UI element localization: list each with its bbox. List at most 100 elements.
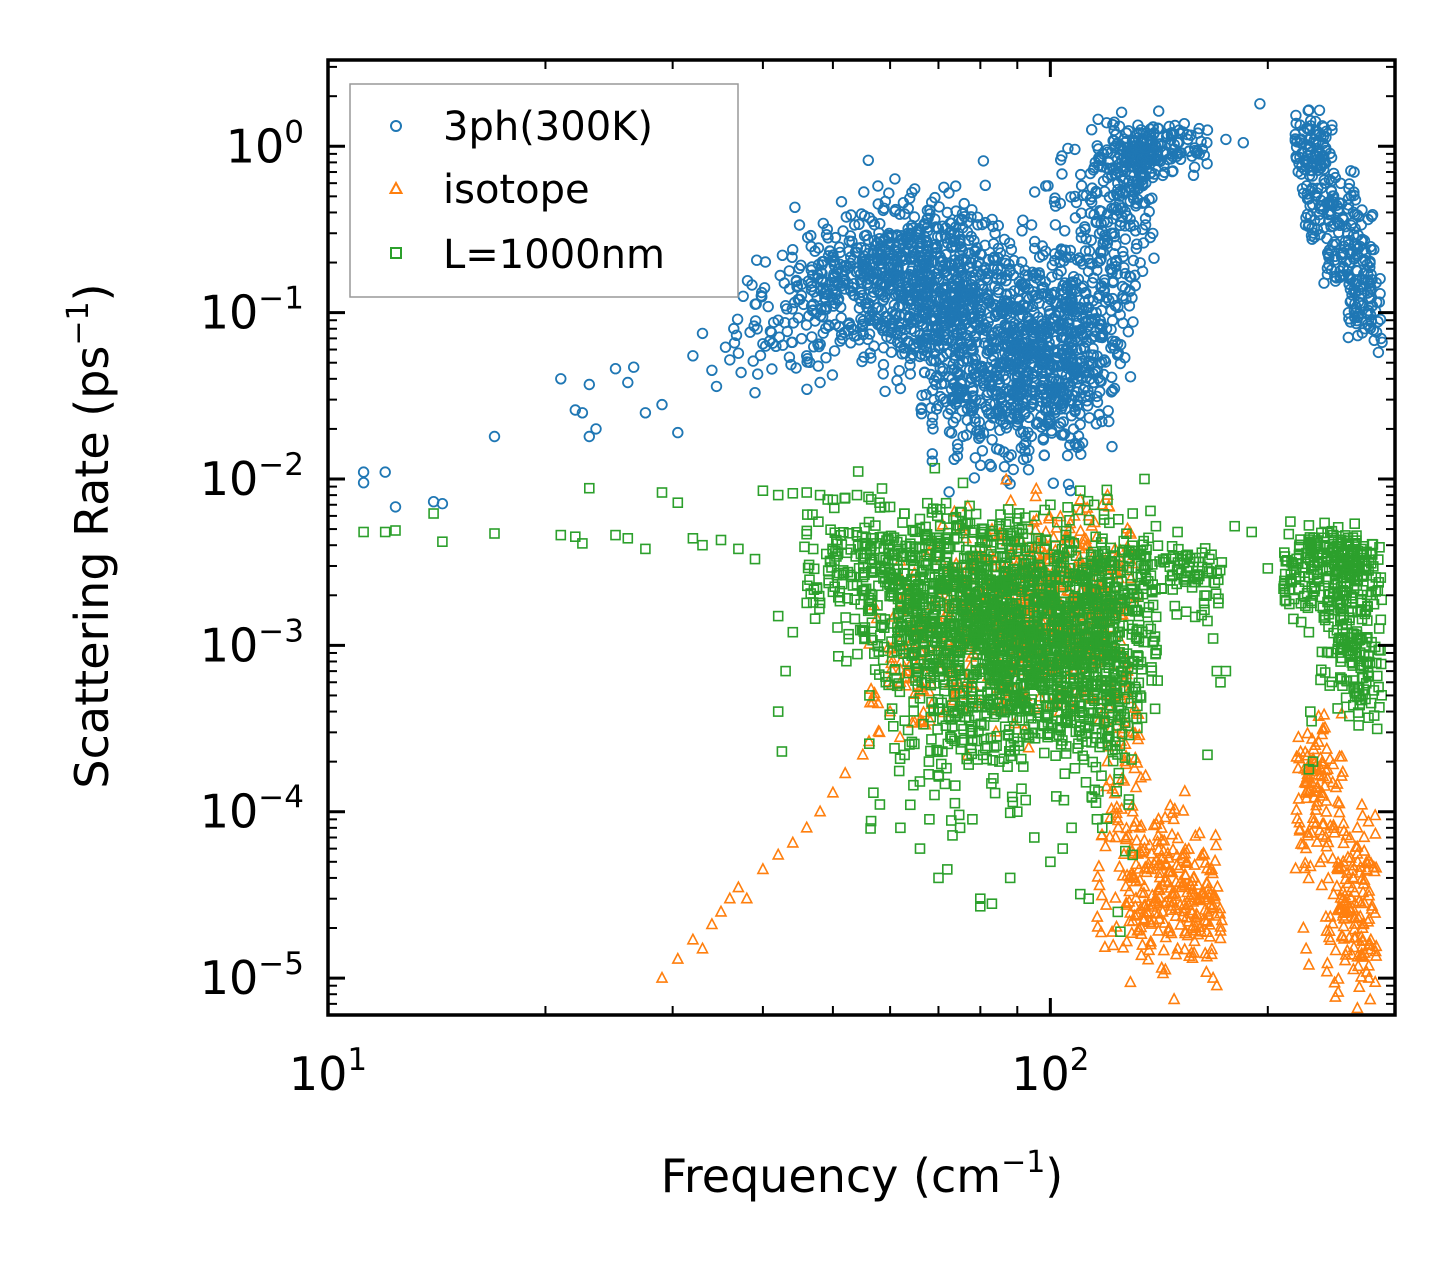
data-point-3ph bbox=[1038, 449, 1051, 461]
data-point-3ph bbox=[1069, 405, 1081, 418]
data-point-3ph bbox=[1321, 247, 1334, 259]
data-point-3ph bbox=[955, 377, 967, 390]
data-point-isotope bbox=[1138, 879, 1151, 892]
data-point-isotope bbox=[1205, 942, 1219, 955]
data-point-3ph bbox=[1058, 255, 1070, 267]
data-point-isotope bbox=[671, 951, 685, 964]
data-point-3ph bbox=[748, 320, 760, 332]
data-point-3ph bbox=[904, 359, 916, 371]
data-point-3ph bbox=[790, 362, 802, 374]
data-point-isotope bbox=[1290, 811, 1304, 824]
data-point-3ph bbox=[872, 180, 884, 192]
data-point-3ph bbox=[1095, 205, 1108, 218]
series-0 bbox=[357, 98, 1388, 513]
data-point-isotope bbox=[1095, 888, 1109, 901]
data-point-3ph bbox=[1072, 394, 1084, 406]
data-point-isotope bbox=[1182, 897, 1195, 911]
data-point-isotope bbox=[1309, 798, 1323, 811]
data-point-3ph bbox=[924, 208, 936, 220]
data-point-isotope bbox=[893, 730, 907, 743]
data-point-3ph bbox=[960, 389, 972, 401]
data-point-3ph bbox=[1337, 261, 1350, 273]
data-point-3ph bbox=[1156, 169, 1169, 182]
data-point-isotope bbox=[1155, 832, 1169, 846]
data-point-3ph bbox=[913, 260, 925, 273]
data-point-3ph bbox=[912, 295, 925, 307]
data-point-3ph bbox=[941, 299, 953, 312]
data-point-3ph bbox=[955, 214, 968, 227]
data-point-3ph bbox=[770, 340, 782, 353]
data-point-3ph bbox=[1125, 149, 1137, 161]
data-point-3ph bbox=[1173, 124, 1185, 136]
data-point-3ph bbox=[934, 251, 946, 264]
data-point-3ph bbox=[1049, 219, 1062, 231]
data-point-3ph bbox=[950, 412, 962, 424]
data-point-3ph bbox=[1059, 277, 1071, 289]
data-point-3ph bbox=[1333, 217, 1345, 230]
data-point-isotope bbox=[1331, 776, 1344, 789]
data-point-3ph bbox=[1348, 186, 1360, 198]
data-point-3ph bbox=[1321, 268, 1334, 281]
data-point-3ph bbox=[923, 252, 936, 264]
data-point-3ph bbox=[1131, 193, 1144, 206]
data-point-3ph bbox=[932, 372, 945, 384]
data-point-3ph bbox=[1193, 122, 1205, 135]
data-point-3ph bbox=[1015, 353, 1028, 365]
data-point-3ph bbox=[1061, 449, 1074, 462]
data-point-3ph bbox=[814, 376, 826, 389]
data-point-3ph bbox=[1028, 186, 1041, 198]
data-point-isotope bbox=[1134, 818, 1148, 831]
data-point-3ph bbox=[842, 262, 854, 274]
data-point-3ph bbox=[786, 251, 798, 263]
data-point-3ph bbox=[1321, 262, 1334, 274]
data-point-3ph bbox=[973, 279, 986, 291]
data-point-isotope bbox=[1126, 804, 1140, 817]
data-point-isotope bbox=[1150, 817, 1163, 830]
data-point-3ph bbox=[1001, 297, 1013, 309]
data-point-3ph bbox=[845, 251, 857, 263]
data-point-3ph bbox=[1044, 357, 1056, 370]
data-point-3ph bbox=[999, 400, 1012, 412]
data-point-3ph bbox=[1089, 326, 1102, 338]
data-point-3ph bbox=[851, 242, 864, 254]
data-point-isotope bbox=[1320, 741, 1334, 754]
data-point-3ph bbox=[1085, 196, 1098, 209]
data-point-3ph bbox=[1100, 117, 1113, 129]
data-point-3ph bbox=[879, 385, 891, 398]
data-point-isotope bbox=[1098, 939, 1112, 953]
data-point-isotope bbox=[655, 970, 669, 983]
data-point-3ph bbox=[1046, 376, 1058, 388]
data-point-3ph bbox=[969, 412, 981, 425]
data-point-3ph bbox=[981, 403, 993, 416]
data-point-3ph bbox=[914, 329, 926, 341]
data-point-3ph bbox=[656, 398, 668, 411]
data-point-3ph bbox=[1031, 292, 1044, 304]
data-point-3ph bbox=[555, 373, 567, 385]
data-point-3ph bbox=[805, 277, 817, 289]
data-point-3ph bbox=[1016, 225, 1028, 237]
data-point-3ph bbox=[1100, 291, 1113, 304]
data-point-3ph bbox=[1091, 390, 1103, 403]
data-point-isotope bbox=[1165, 926, 1178, 939]
data-point-isotope bbox=[1159, 930, 1173, 943]
data-point-3ph bbox=[834, 246, 846, 259]
data-point-isotope bbox=[1123, 524, 1137, 537]
data-layer bbox=[357, 98, 1388, 1014]
data-point-3ph bbox=[583, 378, 596, 391]
data-point-3ph bbox=[884, 279, 896, 291]
data-point-3ph bbox=[787, 243, 799, 256]
data-point-3ph bbox=[1002, 451, 1015, 463]
data-point-3ph bbox=[1087, 295, 1099, 307]
data-point-isotope bbox=[786, 835, 800, 848]
data-point-isotope bbox=[1188, 857, 1202, 870]
data-point-3ph bbox=[961, 216, 974, 228]
data-point-3ph bbox=[741, 275, 754, 287]
data-point-3ph bbox=[1001, 342, 1013, 354]
data-point-3ph bbox=[1134, 169, 1146, 182]
data-point-3ph bbox=[789, 201, 801, 214]
data-point-3ph bbox=[1093, 154, 1105, 166]
data-point-3ph bbox=[992, 252, 1004, 264]
data-point-3ph bbox=[875, 304, 888, 316]
data-point-3ph bbox=[1033, 345, 1045, 358]
data-point-3ph bbox=[1092, 159, 1105, 172]
